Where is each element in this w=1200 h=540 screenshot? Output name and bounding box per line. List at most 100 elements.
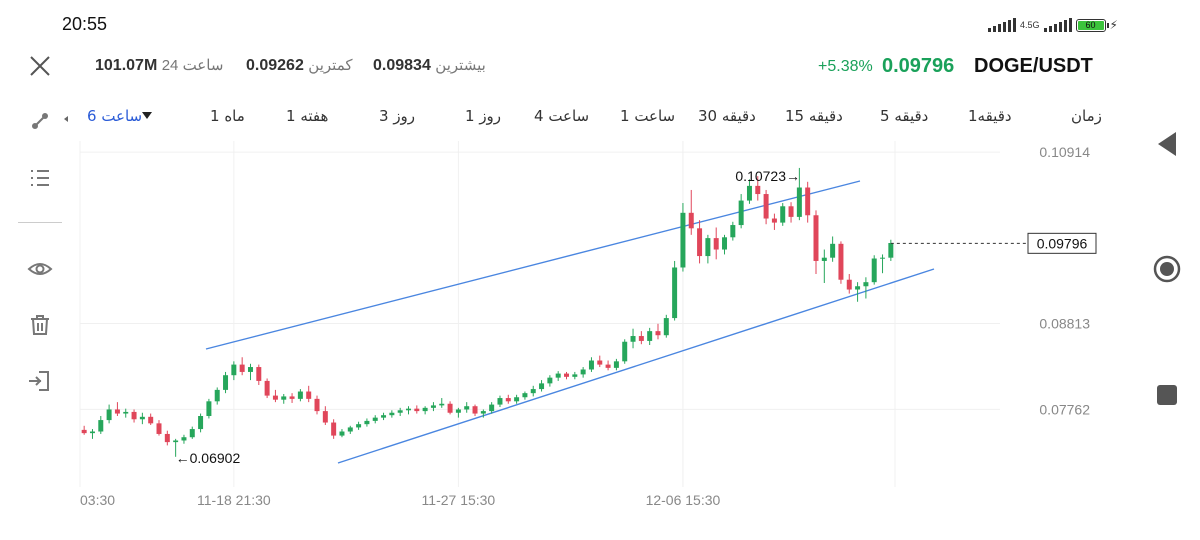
volume-group: 101.07M 24 ساعت [95, 56, 223, 75]
tab-15m[interactable]: 15 دقیقه [785, 107, 843, 125]
y-tick-label: 0.07762 [1039, 401, 1090, 417]
candle-body [605, 364, 611, 368]
candle-body [464, 406, 470, 410]
last-price: 0.09796 [882, 55, 955, 77]
candle-body [89, 431, 95, 434]
candle-body [264, 380, 270, 396]
candle-body [530, 389, 536, 394]
candle-body [347, 427, 353, 432]
visibility-button[interactable] [26, 255, 54, 283]
indicators-button[interactable] [26, 164, 54, 192]
exit-button[interactable] [26, 367, 54, 395]
candle-body [522, 393, 528, 398]
candle-body [713, 238, 719, 250]
x-tick-label: 12-06 15:30 [646, 492, 721, 508]
high-value: 0.09834 [373, 57, 431, 74]
high-group: 0.09834 بیشترین [373, 56, 486, 75]
candle-body [206, 401, 212, 417]
low-annotation: ←0.06902 [176, 450, 241, 466]
battery-icon: 60 [1075, 18, 1109, 32]
candle-body [880, 257, 886, 259]
candle-body [830, 243, 836, 258]
tab-6h[interactable]: 6 ساعت [87, 107, 143, 125]
candle-body [148, 416, 154, 424]
tab-1M[interactable]: 1 ماه [210, 107, 245, 125]
delete-button[interactable] [26, 311, 54, 339]
candle-body [289, 396, 295, 399]
low-group: 0.09262 کمترین [246, 56, 353, 75]
candle-body [422, 407, 428, 412]
back-triangle-icon [1158, 132, 1176, 156]
nav-back-button[interactable] [1155, 130, 1179, 162]
candle-body [389, 412, 395, 416]
tab-3d[interactable]: 3 روز [379, 107, 416, 125]
candle-body [123, 411, 129, 414]
tab-4h[interactable]: 4 ساعت [534, 107, 590, 125]
trash-icon [31, 315, 49, 335]
candle-body [306, 391, 312, 399]
candle-body [331, 422, 337, 436]
current-price-box [1027, 232, 1097, 254]
candle-body [98, 420, 104, 432]
candle-body [164, 433, 170, 443]
tab-1h[interactable]: 1 ساعت [620, 107, 676, 125]
candle-body [855, 286, 861, 290]
high-label: بیشترین [435, 57, 486, 74]
signal-icon [988, 18, 1016, 32]
charging-icon: ⚡ [1109, 18, 1118, 32]
eye-icon [27, 263, 53, 275]
candle-body [813, 215, 819, 261]
dropdown-caret-icon[interactable] [142, 112, 152, 119]
battery-level: 60 [1077, 20, 1104, 30]
scroll-left-icon[interactable] [64, 116, 68, 122]
candle-body [588, 360, 594, 370]
candle-body [397, 410, 403, 413]
candle-body [846, 279, 852, 290]
candle-body [256, 367, 262, 381]
candle-body [214, 389, 220, 402]
candle-body [497, 398, 503, 405]
chart-grid [79, 141, 1000, 487]
status-time: 20:55 [62, 14, 108, 34]
draw-icon [32, 113, 48, 129]
y-tick-label: 0.08813 [1039, 316, 1090, 332]
candle-body [231, 364, 237, 376]
close-icon [30, 56, 50, 76]
tab-1m[interactable]: 1دقیقه [968, 107, 1012, 125]
timeframe-label: زمان [1071, 107, 1102, 125]
candle-body [780, 206, 786, 223]
nav-recents-button[interactable] [1156, 384, 1178, 410]
pair-title[interactable]: DOGE/USDT [974, 55, 1093, 77]
candle-body [239, 364, 245, 372]
candle-body [173, 440, 179, 443]
candle-body [372, 417, 378, 421]
candle-body [622, 341, 628, 362]
candle-body [539, 383, 545, 390]
candle-body [281, 396, 287, 400]
candle-body [580, 369, 586, 375]
x-tick-label: 03:30 [80, 492, 115, 508]
candle-body [805, 187, 811, 216]
candle-body [680, 212, 686, 268]
candle-body [630, 336, 636, 342]
tab-5m[interactable]: 5 دقیقه [880, 107, 929, 125]
tab-30m[interactable]: 30 دقیقه [698, 107, 756, 125]
candle-body [572, 374, 578, 377]
candle-body [505, 398, 511, 402]
candle-body [888, 243, 894, 258]
draw-tool-button[interactable] [26, 107, 54, 135]
nav-home-button[interactable] [1153, 255, 1181, 287]
close-button[interactable] [26, 52, 54, 80]
candle-body [81, 429, 87, 434]
candle-body [688, 212, 694, 229]
candle-body [223, 375, 229, 390]
candles-layer [81, 167, 894, 457]
candle-body [489, 404, 495, 412]
candle-body [181, 437, 187, 441]
network-type: 4.5G [1020, 19, 1040, 30]
toolbar-divider [18, 222, 62, 223]
tab-1w[interactable]: 1 هفته [286, 107, 329, 125]
candle-body [722, 237, 728, 250]
tab-1d[interactable]: 1 روز [465, 107, 502, 125]
